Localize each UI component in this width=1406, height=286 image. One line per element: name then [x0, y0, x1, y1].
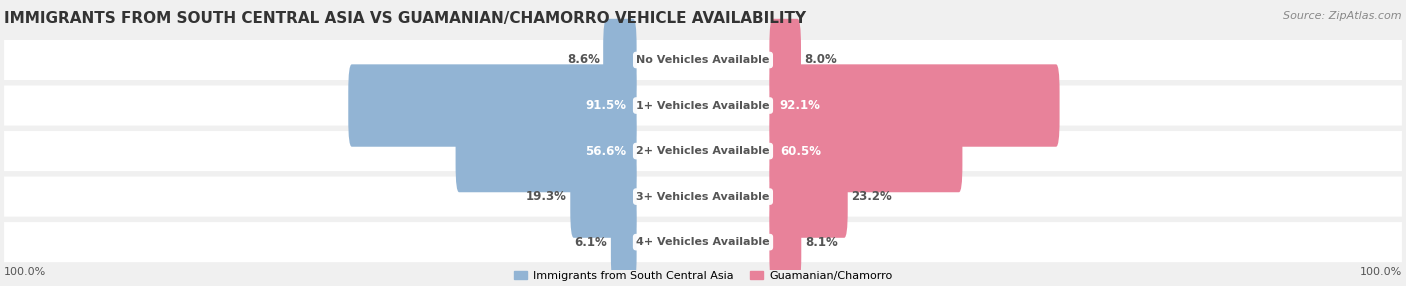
Text: 4+ Vehicles Available: 4+ Vehicles Available: [636, 237, 770, 247]
Text: 1+ Vehicles Available: 1+ Vehicles Available: [637, 101, 769, 110]
FancyBboxPatch shape: [769, 110, 962, 192]
Text: 56.6%: 56.6%: [585, 144, 626, 158]
Text: 8.0%: 8.0%: [804, 53, 837, 67]
FancyBboxPatch shape: [603, 19, 637, 101]
Text: 91.5%: 91.5%: [585, 99, 626, 112]
FancyBboxPatch shape: [4, 222, 1402, 262]
Text: 23.2%: 23.2%: [851, 190, 891, 203]
Text: No Vehicles Available: No Vehicles Available: [637, 55, 769, 65]
FancyBboxPatch shape: [4, 176, 1402, 217]
FancyBboxPatch shape: [610, 201, 637, 283]
FancyBboxPatch shape: [769, 155, 848, 238]
FancyBboxPatch shape: [456, 110, 637, 192]
FancyBboxPatch shape: [571, 155, 637, 238]
FancyBboxPatch shape: [4, 86, 1402, 126]
Text: 19.3%: 19.3%: [526, 190, 567, 203]
Text: Source: ZipAtlas.com: Source: ZipAtlas.com: [1284, 11, 1402, 21]
Text: 60.5%: 60.5%: [780, 144, 821, 158]
FancyBboxPatch shape: [4, 131, 1402, 171]
Text: 100.0%: 100.0%: [1360, 267, 1402, 277]
Text: 8.1%: 8.1%: [804, 236, 838, 249]
FancyBboxPatch shape: [349, 64, 637, 147]
FancyBboxPatch shape: [769, 64, 1060, 147]
Text: IMMIGRANTS FROM SOUTH CENTRAL ASIA VS GUAMANIAN/CHAMORRO VEHICLE AVAILABILITY: IMMIGRANTS FROM SOUTH CENTRAL ASIA VS GU…: [4, 11, 806, 26]
Text: 100.0%: 100.0%: [4, 267, 46, 277]
Legend: Immigrants from South Central Asia, Guamanian/Chamorro: Immigrants from South Central Asia, Guam…: [509, 267, 897, 285]
Text: 3+ Vehicles Available: 3+ Vehicles Available: [637, 192, 769, 202]
Text: 6.1%: 6.1%: [575, 236, 607, 249]
FancyBboxPatch shape: [769, 19, 801, 101]
FancyBboxPatch shape: [769, 201, 801, 283]
Text: 2+ Vehicles Available: 2+ Vehicles Available: [637, 146, 769, 156]
Text: 92.1%: 92.1%: [780, 99, 821, 112]
FancyBboxPatch shape: [4, 40, 1402, 80]
Text: 8.6%: 8.6%: [567, 53, 600, 67]
